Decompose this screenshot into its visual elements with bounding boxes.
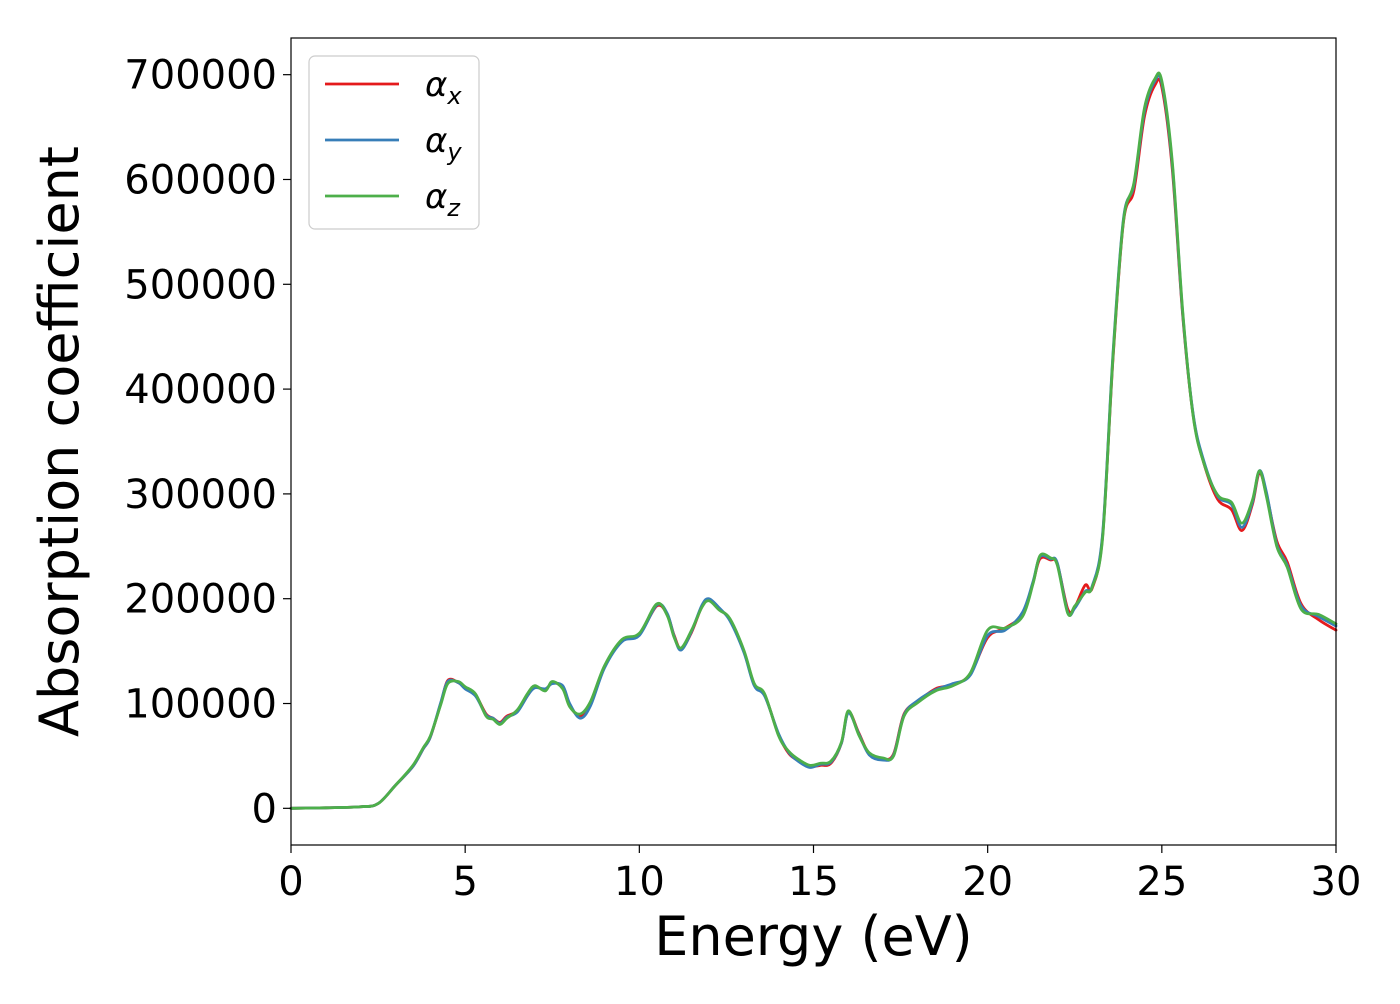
- legend-label-z: αz: [425, 177, 461, 222]
- x-tick-label: 5: [452, 859, 477, 905]
- x-axis-ticks: 0 5 10 15 20 25 30: [278, 845, 1361, 905]
- x-tick-label: 20: [962, 859, 1013, 905]
- legend-box: [308, 55, 480, 230]
- y-tick-label: 300000: [124, 472, 277, 518]
- y-tick-label: 700000: [124, 53, 277, 99]
- y-axis-title: Absorption coefficient: [28, 146, 91, 737]
- x-tick-label: 0: [278, 859, 303, 905]
- series-line-z: [289, 71, 1338, 810]
- series-layer: [289, 71, 1338, 810]
- y-axis-ticks: 0 100000 200000 300000 400000 500000 600000 700…: [124, 53, 291, 832]
- x-tick-label: 10: [614, 859, 665, 905]
- y-tick-label: 500000: [124, 262, 277, 308]
- legend-label-y: αy: [425, 121, 462, 166]
- legend-label-x: αx: [425, 65, 462, 110]
- y-tick-label: 100000: [124, 682, 277, 728]
- y-tick-label: 400000: [124, 367, 277, 413]
- y-tick-label: 0: [252, 786, 277, 832]
- y-tick-label: 600000: [124, 157, 277, 203]
- x-tick-label: 15: [788, 859, 839, 905]
- x-tick-label: 30: [1311, 859, 1362, 905]
- legend: αx αy αz: [308, 55, 480, 230]
- y-tick-label: 200000: [124, 577, 277, 623]
- x-tick-label: 25: [1136, 859, 1187, 905]
- x-axis-title: Energy (eV): [654, 905, 973, 968]
